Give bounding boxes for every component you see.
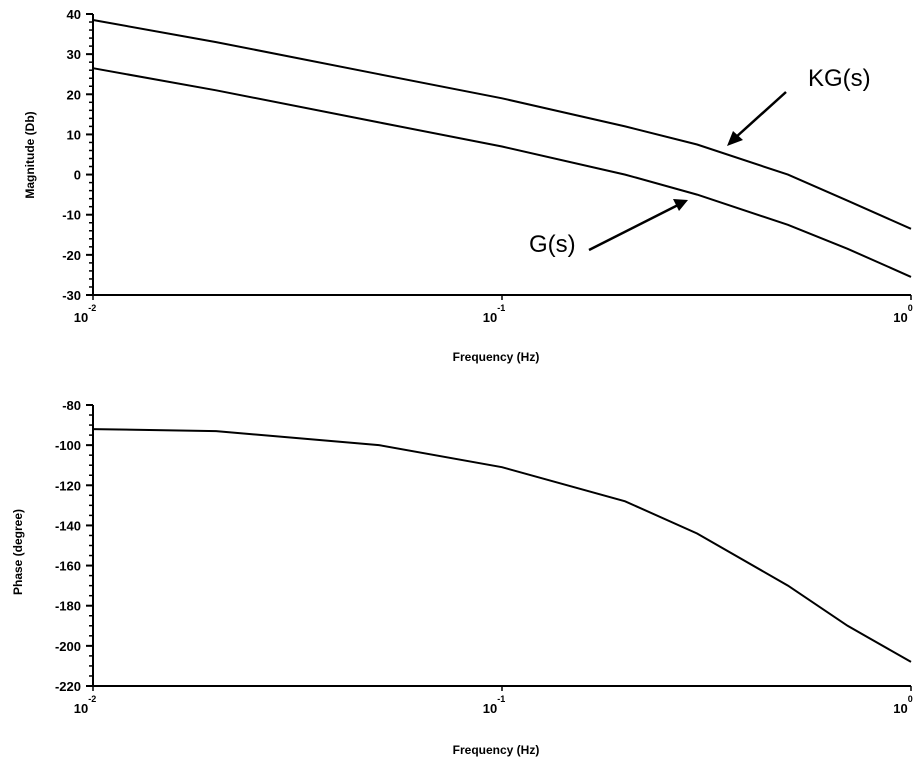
phase-y-tick-label: -180	[55, 599, 81, 614]
phase-y-tick-label: -200	[55, 639, 81, 654]
phase-x-tick-label: 10-2	[74, 694, 96, 716]
phase-y-tick-label: -160	[55, 559, 81, 574]
magnitude-x-tick-label: 10-1	[483, 303, 505, 325]
annotation-kgs-label: KG(s)	[808, 65, 871, 92]
magnitude-y-ticks: 40 30 20 10 0 -10 -20 -30	[62, 7, 93, 303]
magnitude-x-tick-label: 100	[893, 303, 912, 325]
magnitude-series-line-0	[92, 19, 912, 230]
phase-y-tick-label: -140	[55, 518, 81, 533]
phase-y-tick-label: -80	[62, 398, 81, 413]
magnitude-y-tick-label: 10	[67, 127, 81, 142]
magnitude-y-tick-label: -20	[62, 248, 81, 263]
magnitude-y-tick-label: 20	[67, 87, 81, 102]
phase-y-tick-label: -100	[55, 438, 81, 453]
phase-series	[92, 428, 912, 663]
phase-plot: -80 -100 -120 -140 -160 -180 -200 -220 10-2 10-1…	[11, 398, 913, 757]
phase-y-tick-label: -120	[55, 478, 81, 493]
magnitude-y-tick-label: -30	[62, 288, 81, 303]
phase-x-label: Frequency (Hz)	[453, 743, 540, 757]
magnitude-y-tick-label: 40	[67, 7, 81, 22]
annotation-gs-arrow	[588, 199, 688, 252]
phase-x-tick-label: 10-1	[483, 694, 505, 716]
phase-series-line-0	[92, 428, 912, 663]
phase-y-tick-label: -220	[55, 679, 81, 694]
magnitude-series-line-1	[92, 67, 912, 278]
magnitude-y-label: Magnitude (Db)	[23, 111, 37, 198]
annotation-gs-label: G(s)	[529, 231, 576, 258]
magnitude-x-label: Frequency (Hz)	[453, 350, 540, 364]
phase-y-label: Phase (degree)	[11, 509, 25, 595]
magnitude-y-tick-label: 30	[67, 47, 81, 62]
magnitude-y-tick-label: -10	[62, 208, 81, 223]
annotation-kgs-arrow	[727, 91, 787, 146]
magnitude-series	[92, 19, 912, 278]
phase-x-ticks: 10-2 10-1 100	[74, 686, 913, 716]
magnitude-x-ticks: 10-2 10-1 100	[74, 295, 913, 325]
phase-y-ticks: -80 -100 -120 -140 -160 -180 -200 -220	[55, 398, 93, 694]
magnitude-y-tick-label: 0	[74, 168, 81, 183]
phase-x-tick-label: 100	[893, 694, 912, 716]
magnitude-x-tick-label: 10-2	[74, 303, 96, 325]
